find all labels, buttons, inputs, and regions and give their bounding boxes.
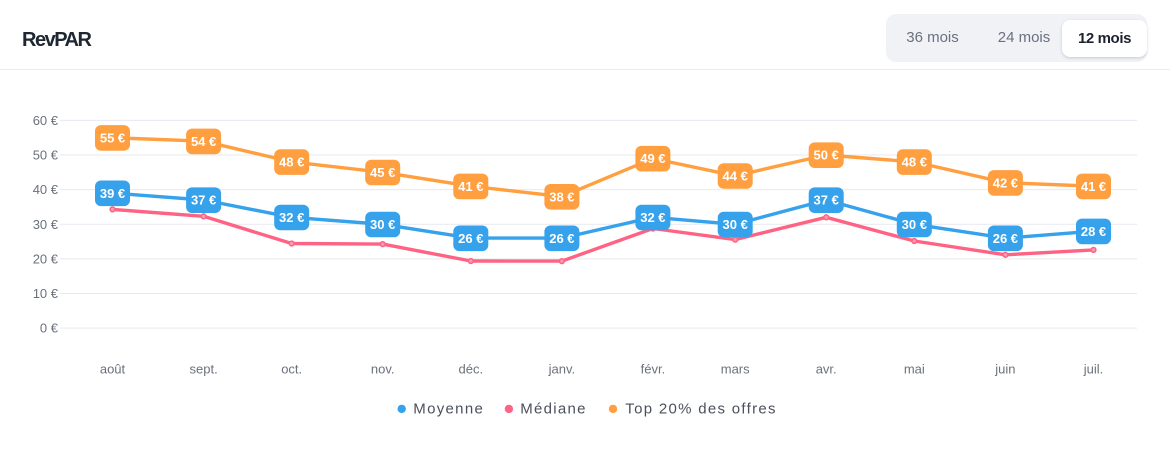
svg-text:Top 20% des offres: Top 20% des offres	[625, 401, 777, 418]
svg-text:41 €: 41 €	[458, 179, 483, 194]
svg-text:50 €: 50 €	[33, 148, 59, 163]
svg-text:déc.: déc.	[459, 362, 484, 377]
svg-text:44 €: 44 €	[723, 169, 748, 184]
svg-text:0 €: 0 €	[40, 321, 59, 336]
svg-text:60 €: 60 €	[33, 113, 59, 128]
svg-text:oct.: oct.	[281, 362, 302, 377]
svg-text:août: août	[100, 362, 126, 377]
svg-text:28 €: 28 €	[1081, 224, 1106, 239]
svg-text:40 €: 40 €	[33, 182, 59, 197]
svg-text:42 €: 42 €	[993, 175, 1018, 190]
svg-text:janv.: janv.	[548, 362, 576, 377]
svg-text:juil.: juil.	[1083, 362, 1104, 377]
svg-text:38 €: 38 €	[549, 189, 574, 204]
svg-text:10 €: 10 €	[33, 286, 59, 301]
svg-text:avr.: avr.	[816, 362, 837, 377]
svg-text:32 €: 32 €	[640, 210, 665, 225]
svg-text:30 €: 30 €	[33, 217, 59, 232]
svg-text:juin: juin	[994, 362, 1015, 377]
svg-text:30 €: 30 €	[902, 217, 927, 232]
svg-text:26 €: 26 €	[549, 231, 574, 246]
svg-text:30 €: 30 €	[723, 217, 748, 232]
svg-text:sept.: sept.	[190, 362, 218, 377]
svg-text:32 €: 32 €	[279, 210, 304, 225]
svg-text:mai: mai	[904, 362, 925, 377]
svg-text:54 €: 54 €	[191, 134, 216, 149]
svg-text:37 €: 37 €	[814, 193, 839, 208]
svg-text:févr.: févr.	[641, 362, 666, 377]
svg-text:39 €: 39 €	[100, 186, 125, 201]
svg-text:nov.: nov.	[371, 362, 395, 377]
svg-text:50 €: 50 €	[814, 148, 839, 163]
svg-text:45 €: 45 €	[370, 165, 395, 180]
svg-text:26 €: 26 €	[458, 231, 483, 246]
svg-text:37 €: 37 €	[191, 193, 216, 208]
svg-text:41 €: 41 €	[1081, 179, 1106, 194]
svg-text:30 €: 30 €	[370, 217, 395, 232]
svg-text:20 €: 20 €	[33, 251, 59, 266]
svg-text:Moyenne: Moyenne	[413, 401, 484, 418]
svg-text:48 €: 48 €	[902, 155, 927, 170]
svg-text:mars: mars	[721, 362, 750, 377]
svg-text:26 €: 26 €	[993, 231, 1018, 246]
svg-text:55 €: 55 €	[100, 130, 125, 145]
svg-text:Médiane: Médiane	[520, 401, 587, 418]
svg-text:49 €: 49 €	[640, 151, 665, 166]
svg-text:48 €: 48 €	[279, 155, 304, 170]
